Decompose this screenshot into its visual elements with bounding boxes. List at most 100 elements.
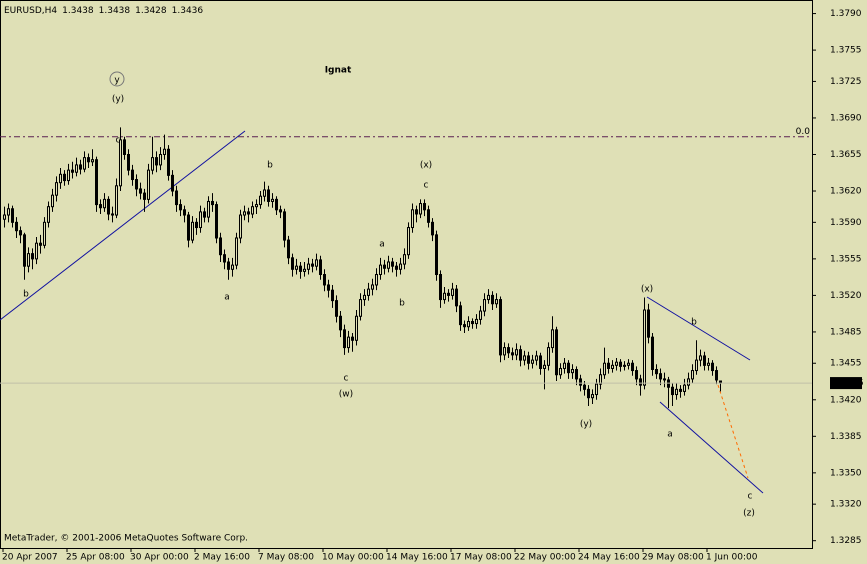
candle-body <box>115 185 118 216</box>
candle-body <box>271 198 274 202</box>
candle-body <box>91 159 94 163</box>
candle-body <box>27 253 30 267</box>
y-tick-label: 1.3385 <box>830 432 862 442</box>
candle-body <box>95 159 98 206</box>
candle-body <box>283 211 286 241</box>
candle-body <box>395 265 398 270</box>
candle-body <box>207 200 210 218</box>
candle-body <box>323 274 326 286</box>
candle-body <box>307 263 310 270</box>
candle-body <box>71 169 74 173</box>
candle-body <box>539 355 542 369</box>
candle-body <box>551 329 554 349</box>
candle-body <box>231 264 234 270</box>
candle-body <box>263 189 266 197</box>
candle-body <box>447 292 450 296</box>
candle-body <box>607 362 610 369</box>
candle-body <box>195 221 198 229</box>
candle-body <box>343 329 346 349</box>
candle-body <box>511 352 514 356</box>
candle-body <box>579 378 582 386</box>
candle-body <box>127 153 130 171</box>
y-tick-label: 1.3655 <box>830 150 862 160</box>
x-tick-label: 17 May 08:00 <box>450 553 512 563</box>
x-tick-label: 20 Apr 2007 <box>2 553 58 563</box>
candle-body <box>599 374 602 385</box>
candle-body <box>523 355 526 361</box>
y-tick-label: 1.3755 <box>830 46 862 56</box>
candle-body <box>311 263 314 267</box>
candle-body <box>187 214 190 241</box>
candle-body <box>615 361 618 366</box>
candle-body <box>339 315 342 331</box>
candle-body <box>491 294 494 305</box>
candle-body <box>611 364 614 369</box>
candle-body <box>363 294 366 301</box>
candle-body <box>619 361 622 367</box>
candle-body <box>379 264 382 276</box>
annotation: a <box>667 430 673 440</box>
y-tick-label: 1.3620 <box>830 187 862 197</box>
candle-body <box>159 153 162 166</box>
candle-body <box>111 213 114 216</box>
x-tick-label: 1 Jun 00:00 <box>706 553 758 563</box>
candle-body <box>671 386 674 396</box>
open: 1.3438 <box>62 6 94 16</box>
candle-body <box>171 174 174 192</box>
candle-body <box>99 204 102 209</box>
candle-body <box>407 227 410 256</box>
y-tick-label: 1.3455 <box>830 359 862 369</box>
candle-body <box>375 274 378 286</box>
candle-body <box>267 189 270 202</box>
candle-body <box>155 157 158 166</box>
candle-body <box>631 362 634 372</box>
candle-body <box>567 362 570 374</box>
x-tick-label: 7 May 08:00 <box>258 553 314 563</box>
candle-body <box>419 203 422 215</box>
candle-body <box>131 169 134 181</box>
candle-body <box>575 369 578 380</box>
annotation: b <box>691 318 697 328</box>
annotation-circle <box>109 71 125 87</box>
annotation: b <box>399 299 405 309</box>
x-tick-label: 25 Apr 08:00 <box>66 553 125 563</box>
y-tick-label: 1.3725 <box>830 77 862 87</box>
candle-body <box>275 198 278 211</box>
candle-body <box>659 373 662 380</box>
candle-body <box>215 204 218 239</box>
annotation: (y) <box>580 420 592 430</box>
candle-body <box>679 388 682 392</box>
candle-body <box>683 384 686 392</box>
candle-body <box>15 221 18 232</box>
candle-body <box>303 268 306 272</box>
candle-body <box>291 257 294 270</box>
candle-body <box>103 198 106 209</box>
x-tick-label: 24 May 16:00 <box>578 553 640 563</box>
candle-body <box>347 336 350 349</box>
annotation: c <box>424 181 429 191</box>
candle-body <box>259 195 262 206</box>
annotation: (x) <box>420 161 432 171</box>
trend-line <box>0 130 246 321</box>
candle-body <box>331 289 334 302</box>
candle-body <box>55 182 58 196</box>
trend-line <box>646 296 751 361</box>
candle-body <box>519 349 522 361</box>
candle-body <box>163 148 166 155</box>
candle-body <box>255 204 258 208</box>
candle-body <box>19 230 22 236</box>
x-tick-label: 14 May 16:00 <box>386 553 448 563</box>
candle-body <box>23 234 26 267</box>
candle-body <box>367 288 370 296</box>
candle-body <box>503 347 506 356</box>
annotation: y <box>114 76 120 86</box>
copyright: MetaTrader, © 2001-2006 MetaQuotes Softw… <box>4 534 248 544</box>
annotation: c <box>116 136 121 146</box>
x-tick-label: 30 Apr 00:00 <box>130 553 189 563</box>
candle-body <box>627 362 630 366</box>
candle-body <box>643 309 646 386</box>
candle-body <box>191 221 194 241</box>
candle-body <box>555 329 558 376</box>
candle-body <box>51 194 54 208</box>
